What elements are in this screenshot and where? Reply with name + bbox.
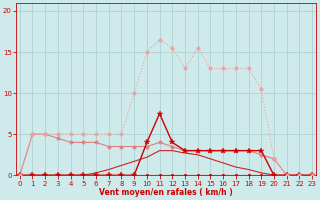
X-axis label: Vent moyen/en rafales ( km/h ): Vent moyen/en rafales ( km/h ) bbox=[99, 188, 233, 197]
